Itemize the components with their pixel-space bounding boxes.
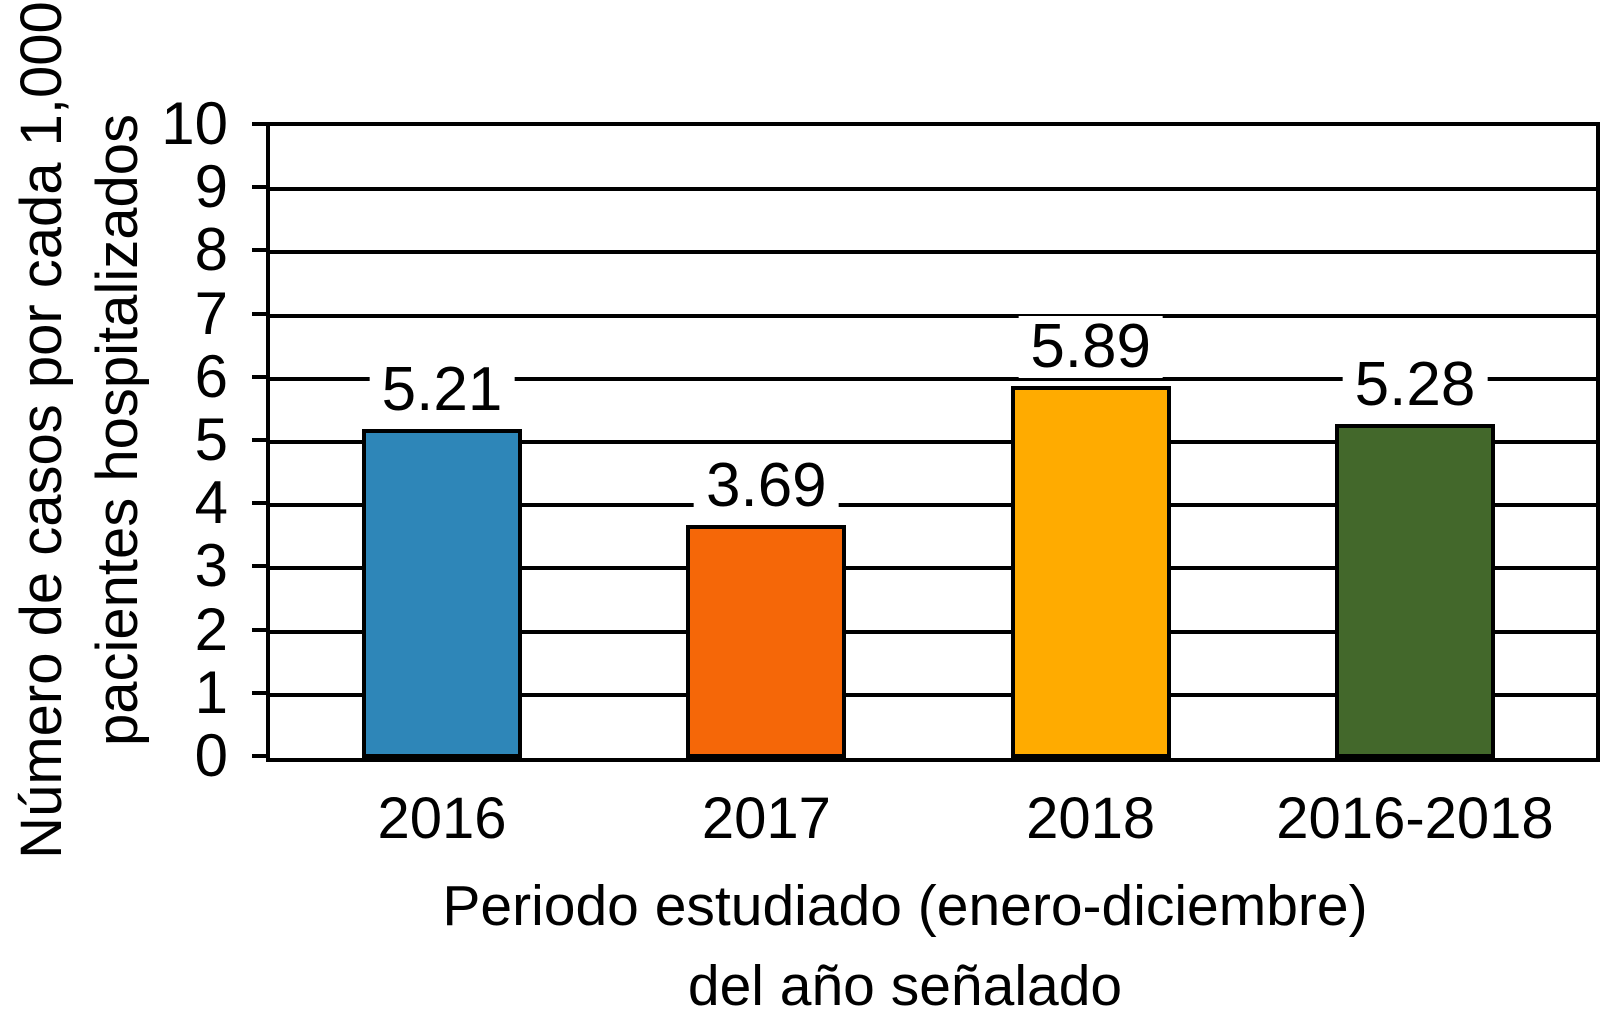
gridline-5 bbox=[270, 440, 1596, 444]
x-axis-title-line2: del año señalado bbox=[687, 954, 1123, 1018]
gridline-3 bbox=[270, 566, 1596, 571]
y-tick-label-5: 5 bbox=[194, 406, 228, 473]
y-tick-mark-8 bbox=[252, 248, 268, 253]
y-tick-label-9: 9 bbox=[194, 153, 228, 221]
y-tick-mark-3 bbox=[252, 564, 268, 569]
y-tick-label-0: 0 bbox=[194, 722, 228, 789]
value-label-2016-2018: 5.28 bbox=[1342, 354, 1488, 416]
gridline-1 bbox=[270, 692, 1596, 697]
y-tick-mark-7 bbox=[252, 311, 268, 316]
x-axis-title: Periodo estudiado (enero-diciembre) del … bbox=[442, 866, 1367, 1024]
y-tick-label-10: 10 bbox=[161, 90, 228, 157]
y-tick-label-4: 4 bbox=[194, 469, 228, 537]
y-tick-label-2: 2 bbox=[194, 595, 228, 663]
value-label-2016: 5.21 bbox=[369, 359, 515, 421]
bar-2017 bbox=[686, 525, 847, 758]
y-tick-mark-2 bbox=[252, 627, 268, 632]
y-tick-mark-5 bbox=[252, 438, 268, 442]
y-tick-mark-9 bbox=[252, 185, 268, 190]
y-tick-mark-1 bbox=[252, 690, 268, 695]
gridline-9 bbox=[270, 187, 1596, 192]
x-tick-label-2018: 2018 bbox=[1026, 786, 1156, 851]
y-tick-mark-0 bbox=[252, 754, 268, 758]
gridline-4 bbox=[270, 503, 1596, 508]
bar-2018 bbox=[1010, 386, 1171, 758]
gridline-7 bbox=[270, 313, 1596, 318]
x-tick-label-2017: 2017 bbox=[701, 786, 831, 851]
plot-area: 5.21 3.69 5.89 5.28 bbox=[266, 122, 1600, 762]
y-tick-mark-6 bbox=[252, 374, 268, 379]
bar-2016 bbox=[362, 429, 522, 758]
y-tick-label-7: 7 bbox=[194, 279, 228, 347]
value-label-2018: 5.89 bbox=[1018, 316, 1163, 378]
x-axis-title-line1: Periodo estudiado (enero-diciembre) bbox=[442, 874, 1368, 938]
y-tick-label-8: 8 bbox=[194, 216, 228, 284]
y-tick-mark-10 bbox=[252, 122, 268, 126]
y-tick-label-6: 6 bbox=[194, 342, 228, 410]
y-tick-label-3: 3 bbox=[194, 532, 228, 600]
y-tick-mark-4 bbox=[252, 501, 268, 506]
gridline-2 bbox=[270, 629, 1596, 634]
gridline-6 bbox=[270, 376, 1596, 381]
y-tick-label-1: 1 bbox=[194, 658, 228, 726]
bar-2016-2018 bbox=[1334, 424, 1495, 758]
value-label-2017: 3.69 bbox=[693, 455, 839, 517]
x-tick-label-2016: 2016 bbox=[377, 786, 507, 851]
gridline-8 bbox=[270, 250, 1596, 255]
x-tick-label-2016-2018: 2016-2018 bbox=[1276, 786, 1554, 851]
